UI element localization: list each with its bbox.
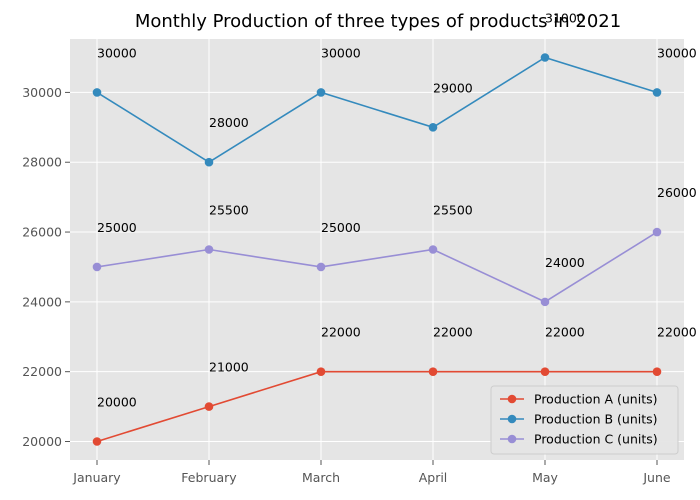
chart-title: Monthly Production of three types of pro… — [134, 11, 622, 32]
data-label: 24000 — [545, 255, 585, 270]
data-point — [92, 88, 102, 97]
data-label: 30000 — [97, 45, 137, 60]
data-label: 25500 — [433, 203, 473, 218]
data-point — [204, 402, 214, 411]
data-point — [540, 297, 550, 307]
data-point — [204, 157, 214, 167]
y-tick-label: 30000 — [22, 85, 62, 100]
data-point — [316, 367, 326, 376]
data-point — [652, 88, 662, 97]
data-point — [428, 245, 438, 254]
data-label: 21000 — [209, 360, 249, 375]
data-point — [540, 53, 550, 62]
data-label: 22000 — [321, 325, 361, 340]
data-point — [92, 437, 102, 446]
data-point — [428, 367, 438, 376]
data-label: 30000 — [657, 45, 697, 60]
x-tick-label: January — [72, 470, 121, 485]
y-tick-label: 28000 — [22, 155, 62, 170]
y-tick-label: 22000 — [22, 364, 62, 379]
data-point — [92, 262, 102, 272]
data-label: 25500 — [209, 203, 249, 218]
legend-marker — [507, 394, 517, 404]
data-point — [428, 123, 438, 132]
y-tick-label: 24000 — [22, 294, 62, 309]
data-label: 30000 — [321, 45, 361, 60]
data-label: 29000 — [433, 80, 473, 95]
x-tick-label: March — [302, 470, 340, 485]
legend-label: Production B (units) — [534, 412, 658, 427]
x-tick-label: April — [419, 470, 448, 485]
series-line-1 — [96, 370, 657, 443]
data-label: 31000 — [545, 11, 585, 26]
data-label: 20000 — [97, 394, 137, 409]
data-point — [316, 262, 326, 272]
x-tick-label: February — [181, 470, 237, 485]
x-tick-label: June — [642, 470, 671, 485]
x-tick-label: May — [532, 470, 558, 485]
series-line-3 — [96, 231, 658, 303]
legend-label: Production A (units) — [534, 392, 658, 407]
data-label: 25000 — [97, 220, 137, 235]
data-label: 26000 — [657, 185, 697, 200]
y-tick-label: 26000 — [22, 225, 62, 240]
data-point — [204, 245, 214, 254]
data-label: 22000 — [433, 325, 473, 340]
data-label: 28000 — [209, 115, 249, 130]
data-point — [652, 227, 662, 237]
legend-marker — [507, 434, 517, 444]
data-point — [540, 367, 550, 376]
legend-marker — [507, 414, 517, 424]
data-label: 22000 — [545, 325, 585, 340]
data-label: 25000 — [321, 220, 361, 235]
legend-label: Production C (units) — [534, 432, 658, 447]
data-point — [316, 88, 326, 97]
data-point — [652, 367, 662, 376]
y-tick-label: 20000 — [22, 434, 62, 449]
legend-box — [490, 385, 679, 455]
data-label: 22000 — [657, 325, 697, 340]
series-line-2 — [96, 56, 658, 164]
